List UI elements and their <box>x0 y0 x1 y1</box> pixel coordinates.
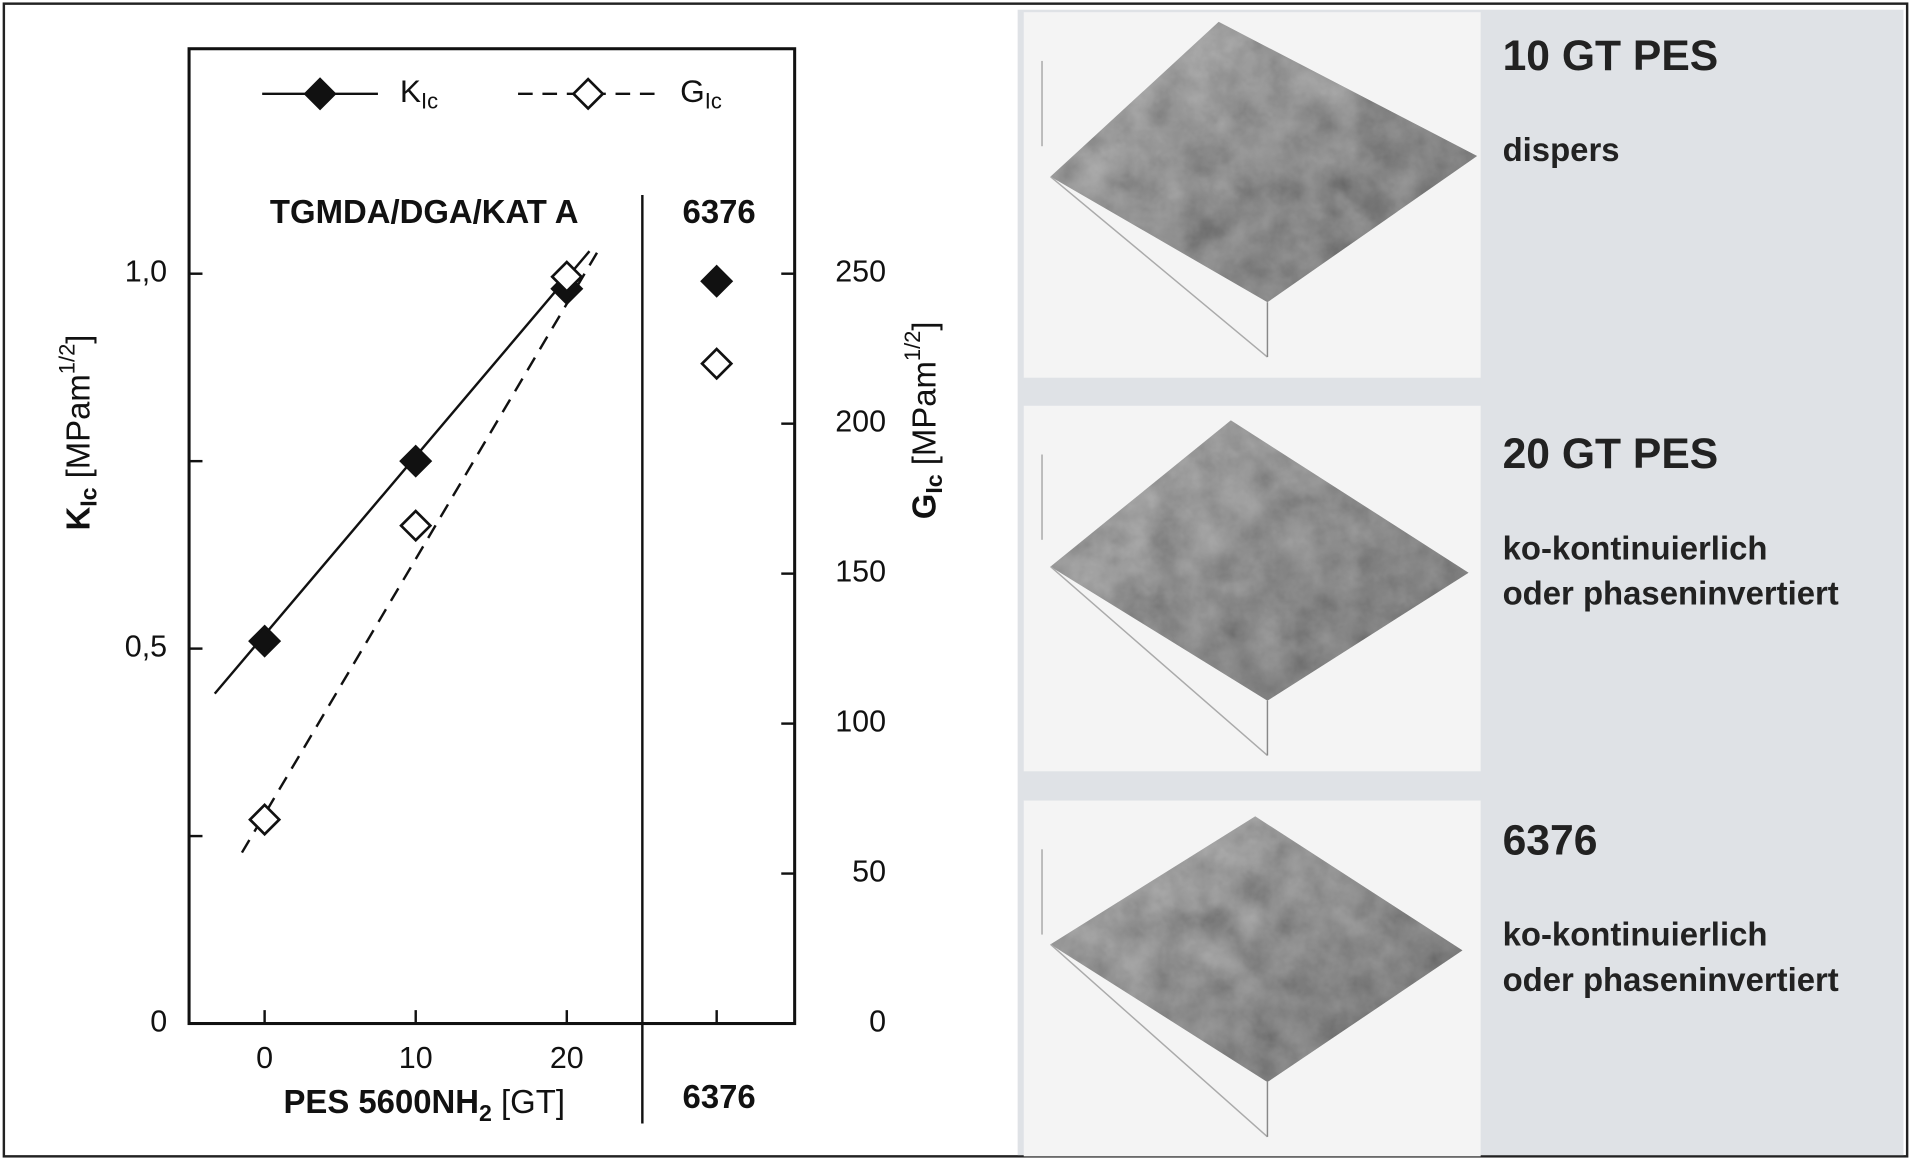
panel-title: 10 GT PES <box>1503 32 1719 80</box>
x-label-rest: [GT] <box>492 1083 565 1120</box>
y-axis-label: KIc [MPam1/2] <box>54 335 101 531</box>
y2-tick-label: 100 <box>835 705 886 739</box>
surface-texture <box>1050 21 1478 303</box>
y-label-rest: [MPam <box>59 374 96 487</box>
y-label-sub: Ic <box>75 487 101 506</box>
surface-texture <box>1050 420 1469 701</box>
fit-line <box>240 252 599 854</box>
y-tick-label: 0,5 <box>125 630 167 664</box>
y-tick-label: 1,0 <box>125 255 167 289</box>
x-tick-label: 10 <box>399 1041 433 1075</box>
legend-label: KIc <box>400 73 438 113</box>
panel-description: ko-kontinuierlich <box>1503 529 1768 566</box>
y2-tick-label: 200 <box>835 405 886 439</box>
panel-description: oder phaseninvertiert <box>1503 575 1839 612</box>
y2-tick-label: 250 <box>835 255 886 289</box>
legend-label: GIc <box>680 73 722 113</box>
legend-name-sub: Ic <box>705 88 722 113</box>
y2-axis-label: GIc [MPam1/2] <box>900 321 947 519</box>
panel-title: 20 GT PES <box>1503 430 1719 478</box>
x-tick-label: 0 <box>256 1041 273 1075</box>
panel-description: oder phaseninvertiert <box>1503 961 1839 998</box>
morphology-panels: 10 GT PES dispers 20 GT PES ko-kontinuierli… <box>1023 12 1839 1157</box>
data-point <box>248 803 282 837</box>
y2-tick-label: 0 <box>869 1005 886 1039</box>
data-point <box>550 260 584 294</box>
y-label-sup: 1/2 <box>54 344 79 374</box>
chart: TGMDA/DGA/KAT A 6376 6376 PES 5600NH2 [G… <box>54 47 947 1126</box>
reference-point <box>700 347 734 381</box>
y-label-end: ] <box>59 335 96 344</box>
surface-axis <box>1050 566 1268 757</box>
y2-label-sub: Ic <box>921 474 947 493</box>
x-label-main: PES 5600NH <box>283 1083 479 1120</box>
y2-tick-label: 150 <box>835 555 886 589</box>
x-tick-label: 20 <box>550 1041 584 1075</box>
surface-texture <box>1050 816 1463 1083</box>
reference-category: 6376 <box>683 1078 756 1115</box>
legend-name: K <box>400 73 421 109</box>
data-point <box>399 444 433 478</box>
y2-label-main: G <box>905 494 942 520</box>
fit-line <box>213 250 591 695</box>
panel-description: dispers <box>1503 131 1620 168</box>
y2-tick-label: 50 <box>852 855 886 889</box>
y2-label-rest: [MPam <box>905 361 942 474</box>
y2-label-sup: 1/2 <box>900 331 925 361</box>
legend-marker <box>571 77 605 111</box>
panel-label: TGMDA/DGA/KAT A <box>270 193 579 230</box>
panel-description: ko-kontinuierlich <box>1503 916 1768 953</box>
data-point <box>248 624 282 658</box>
reference-point <box>700 264 734 298</box>
legend-name: G <box>680 73 705 109</box>
panel-title: 6376 <box>1503 816 1598 864</box>
y-label-main: K <box>59 507 96 531</box>
legend-marker <box>303 77 337 111</box>
plot-frame <box>187 47 797 1026</box>
reference-label: 6376 <box>683 193 756 230</box>
x-axis-label: PES 5600NH2 [GT] <box>283 1083 564 1126</box>
surface-axis <box>1050 176 1268 358</box>
y2-label-end: ] <box>905 321 942 330</box>
y-tick-label: 0 <box>150 1005 167 1039</box>
surface-axis <box>1050 943 1268 1138</box>
legend-name-sub: Ic <box>421 88 438 113</box>
x-label-sub: 2 <box>479 1100 492 1126</box>
data-point <box>399 509 433 543</box>
